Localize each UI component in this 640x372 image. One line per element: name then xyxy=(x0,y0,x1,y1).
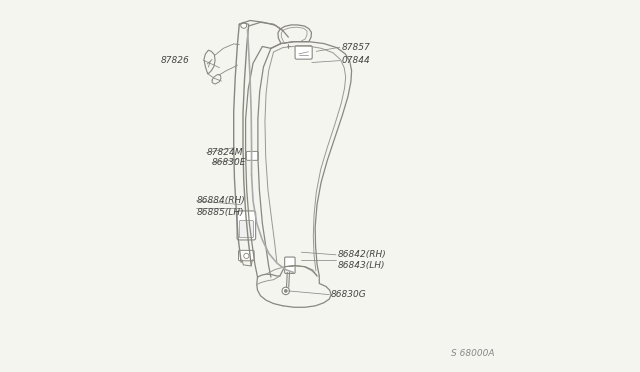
Text: S 68000A: S 68000A xyxy=(451,349,495,358)
FancyBboxPatch shape xyxy=(246,151,259,160)
FancyBboxPatch shape xyxy=(239,221,253,238)
FancyBboxPatch shape xyxy=(295,46,312,59)
Text: 86885(LH): 86885(LH) xyxy=(196,208,244,217)
Text: 87824M: 87824M xyxy=(207,148,243,157)
FancyBboxPatch shape xyxy=(285,257,295,273)
Circle shape xyxy=(284,289,287,292)
Text: 86843(LH): 86843(LH) xyxy=(338,262,385,270)
FancyBboxPatch shape xyxy=(239,250,254,261)
Text: 86830E: 86830E xyxy=(212,158,246,167)
Text: 87857: 87857 xyxy=(342,43,371,52)
Text: 87826: 87826 xyxy=(160,56,189,65)
Text: 86842(RH): 86842(RH) xyxy=(338,250,387,259)
Text: 07844: 07844 xyxy=(342,56,371,65)
FancyBboxPatch shape xyxy=(237,211,255,240)
Circle shape xyxy=(244,253,249,259)
Circle shape xyxy=(282,287,289,295)
Text: 86884(RH): 86884(RH) xyxy=(196,196,245,205)
Circle shape xyxy=(241,22,246,28)
Text: 86830G: 86830G xyxy=(331,290,367,299)
